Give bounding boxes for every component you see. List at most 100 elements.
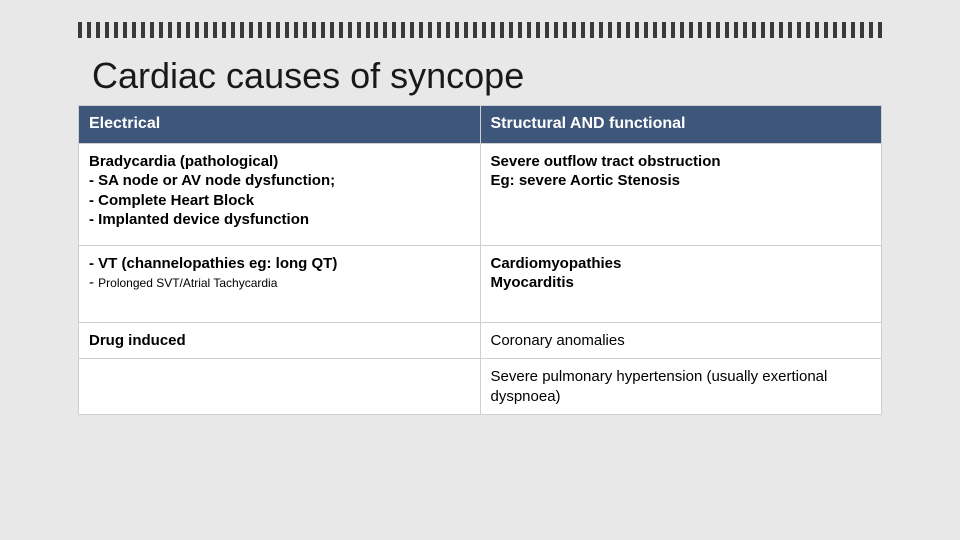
decor-tick [383, 22, 387, 38]
decor-tick [707, 22, 711, 38]
decor-tick [330, 22, 334, 38]
decor-tick [581, 22, 585, 38]
header-electrical: Electrical [79, 106, 481, 144]
text-line: - SA node or AV node dysfunction; [89, 172, 335, 189]
decor-tick [357, 22, 361, 38]
decor-tick [815, 22, 819, 38]
decor-tick [464, 22, 468, 38]
decor-tick [743, 22, 747, 38]
decor-tick [374, 22, 378, 38]
decor-tick [294, 22, 298, 38]
decor-tick [348, 22, 352, 38]
text-line: Cardiomyopathies [491, 255, 622, 272]
decor-tick [240, 22, 244, 38]
decor-tick [590, 22, 594, 38]
decor-tick [617, 22, 621, 38]
decor-tick [132, 22, 136, 38]
decor-tick [473, 22, 477, 38]
decor-tick [779, 22, 783, 38]
text-line: Bradycardia (pathological) [89, 153, 278, 170]
decor-tick [500, 22, 504, 38]
decor-tick [231, 22, 235, 38]
decor-tick [222, 22, 226, 38]
decor-tick [599, 22, 603, 38]
decor-tick [285, 22, 289, 38]
syncope-causes-table: Electrical Structural AND functional Bra… [78, 105, 882, 415]
text-line: - VT (channelopathies eg: long QT) [89, 255, 337, 272]
decor-tick [339, 22, 343, 38]
decor-tick [518, 22, 522, 38]
decor-tick [572, 22, 576, 38]
cell-cardiomyopathies: Cardiomyopathies Myocarditis [480, 245, 882, 322]
text-line: - Implanted device dysfunction [89, 211, 309, 228]
decor-tick [842, 22, 846, 38]
decor-tick [833, 22, 837, 38]
decor-tick [186, 22, 190, 38]
cell-empty [79, 359, 481, 415]
decor-tick [788, 22, 792, 38]
decor-tick [276, 22, 280, 38]
decor-tick [653, 22, 657, 38]
decor-tick [123, 22, 127, 38]
decor-tick [797, 22, 801, 38]
decor-tick [401, 22, 405, 38]
header-structural: Structural AND functional [480, 106, 882, 144]
decor-tick [509, 22, 513, 38]
text-line-small: Prolonged SVT/Atrial Tachycardia [98, 276, 277, 290]
decor-tick [392, 22, 396, 38]
decor-tick [698, 22, 702, 38]
decor-tick-strip [78, 22, 882, 48]
decor-tick [204, 22, 208, 38]
decor-tick [527, 22, 531, 38]
decor-tick [321, 22, 325, 38]
decor-tick [78, 22, 82, 38]
cell-drug-induced: Drug induced [79, 322, 481, 359]
decor-tick [689, 22, 693, 38]
decor-tick [563, 22, 567, 38]
decor-tick [770, 22, 774, 38]
decor-tick [716, 22, 720, 38]
text-line: Eg: severe Aortic Stenosis [491, 172, 681, 189]
text-line: - Complete Heart Block [89, 192, 254, 209]
decor-tick [159, 22, 163, 38]
decor-tick [249, 22, 253, 38]
decor-tick [635, 22, 639, 38]
decor-tick [491, 22, 495, 38]
decor-tick [761, 22, 765, 38]
text-line: Myocarditis [491, 274, 574, 291]
decor-tick [114, 22, 118, 38]
decor-tick [878, 22, 882, 38]
cell-vt: - VT (channelopathies eg: long QT) - Pro… [79, 245, 481, 322]
decor-tick [680, 22, 684, 38]
decor-tick [851, 22, 855, 38]
decor-tick [96, 22, 100, 38]
table-row: - VT (channelopathies eg: long QT) - Pro… [79, 245, 882, 322]
decor-tick [662, 22, 666, 38]
slide: Cardiac causes of syncope Electrical Str… [0, 0, 960, 540]
cell-outflow-obstruction: Severe outflow tract obstruction Eg: sev… [480, 143, 882, 245]
decor-tick [725, 22, 729, 38]
decor-tick [860, 22, 864, 38]
decor-tick [869, 22, 873, 38]
decor-tick [482, 22, 486, 38]
decor-tick [806, 22, 810, 38]
decor-tick [141, 22, 145, 38]
decor-tick [303, 22, 307, 38]
decor-tick [213, 22, 217, 38]
decor-tick [267, 22, 271, 38]
text-line-prefix: - [89, 274, 98, 291]
decor-tick [554, 22, 558, 38]
decor-tick [150, 22, 154, 38]
decor-tick [608, 22, 612, 38]
decor-tick [105, 22, 109, 38]
decor-tick [734, 22, 738, 38]
decor-tick [752, 22, 756, 38]
cell-coronary-anomalies: Coronary anomalies [480, 322, 882, 359]
decor-tick [195, 22, 199, 38]
decor-tick [177, 22, 181, 38]
decor-tick [545, 22, 549, 38]
decor-tick [626, 22, 630, 38]
decor-tick [410, 22, 414, 38]
decor-tick [446, 22, 450, 38]
decor-tick [671, 22, 675, 38]
